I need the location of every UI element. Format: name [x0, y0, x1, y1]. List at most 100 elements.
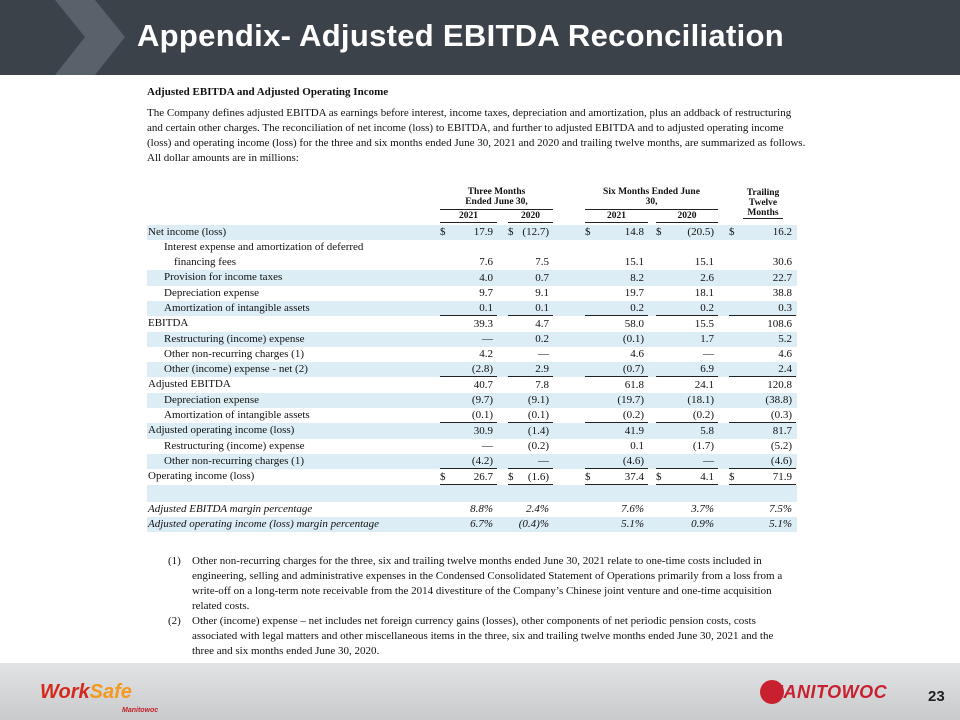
cell-value: (0.7) — [585, 362, 648, 378]
cell-value: 0.2 — [535, 332, 549, 345]
cell-value: 0.7 — [535, 271, 549, 284]
cell-value: (18.1) — [687, 394, 714, 406]
footnote: (1) Other non-recurring charges for the t… — [168, 554, 798, 614]
cell-value: (12.7) — [522, 226, 549, 239]
cell-value: — — [508, 454, 553, 470]
footnotes: (1) Other non-recurring charges for the t… — [168, 554, 798, 659]
cell-value: (0.4)% — [518, 518, 549, 531]
row-label: Operating income (loss) — [148, 470, 255, 483]
cell-value: (0.1) — [622, 332, 644, 345]
cell-value: (9.7) — [471, 394, 493, 406]
cell-value: 0.1 — [630, 439, 644, 452]
cell-value: 7.5 — [535, 256, 549, 269]
cell-value: 30.9 — [473, 424, 493, 437]
cell-value: 2.4 — [729, 362, 796, 378]
cell-value: 7.8 — [535, 378, 549, 391]
cell-value: 1.7 — [700, 332, 714, 345]
logo-text: Safe — [89, 681, 132, 703]
cell-value: 0.9% — [691, 518, 714, 531]
cell-value: 4.7 — [535, 317, 549, 330]
worksafe-logo: WorkSafe — [40, 681, 132, 704]
currency-symbol: $ — [729, 470, 735, 483]
currency-symbol: $ — [585, 226, 591, 239]
row-label: Depreciation expense — [164, 286, 259, 299]
logo-circle — [760, 680, 784, 704]
brand-name: Manitowoc — [768, 682, 888, 702]
cell-value: (1.4) — [527, 424, 549, 437]
intro-paragraph: The Company defines adjusted EBITDA as e… — [147, 107, 806, 164]
row-label: Provision for income taxes — [164, 271, 283, 284]
cell-value: (4.6) — [585, 454, 648, 470]
footnote-marker: (1) — [168, 555, 181, 567]
cell-value: 38.8 — [772, 286, 792, 299]
cell-value: — — [538, 348, 549, 361]
footnote: (2) Other (income) expense – net includes… — [168, 614, 798, 659]
cell-value: (4.2) — [440, 454, 497, 470]
column-year-header: 2020 — [508, 210, 553, 223]
column-year-header: 2020 — [656, 210, 718, 223]
cell-value: (0.1) — [440, 408, 497, 424]
row-shading — [147, 270, 797, 286]
cell-value: — — [703, 348, 714, 361]
row-label: Restructuring (income) expense — [164, 332, 305, 345]
logo-subtext: Manitowoc — [122, 707, 159, 714]
section-heading: Adjusted EBITDA and Adjusted Operating I… — [147, 86, 389, 98]
cell-value: (20.5) — [687, 226, 714, 239]
cell-value: 30.6 — [772, 256, 792, 269]
row-shading — [147, 516, 797, 533]
cell-value: 39.3 — [473, 317, 493, 330]
cell-value: — — [482, 439, 493, 452]
cell-value: 15.1 — [694, 256, 714, 269]
logo-text: Work — [40, 681, 90, 703]
cell-value: 2.4% — [526, 502, 549, 515]
cell-value: 5.8 — [700, 424, 714, 437]
cell-value: (1.7) — [692, 439, 714, 452]
cell-value: 5.1% — [621, 518, 644, 531]
row-label: Amortization of intangible assets — [164, 409, 310, 421]
cell-value: (4.6) — [729, 454, 796, 470]
column-group-header: Three Months Ended June 30, — [440, 187, 553, 210]
slide-title: Appendix- Adjusted EBITDA Reconciliation — [137, 18, 784, 53]
currency-symbol: $ — [729, 226, 735, 239]
row-label: Other (income) expense - net (2) — [164, 363, 308, 376]
currency-symbol: $ — [440, 470, 446, 483]
cell-value: 40.7 — [473, 378, 493, 391]
cell-value: (9.1) — [527, 394, 549, 406]
column-year-header: 2021 — [585, 210, 648, 223]
cell-value: 18.1 — [694, 286, 714, 299]
cell-value: 4.6 — [778, 348, 792, 361]
cell-value: 108.6 — [767, 317, 792, 330]
cell-value: 5.1% — [769, 518, 792, 531]
footnote-text: Other non-recurring charges for the thre… — [192, 555, 783, 612]
row-label: Depreciation expense — [164, 393, 259, 406]
row-shading — [147, 331, 797, 347]
header-bar: Appendix- Adjusted EBITDA Reconciliation — [0, 0, 960, 75]
cell-value: 8.2 — [630, 271, 644, 284]
cell-value: (0.2) — [527, 439, 549, 452]
reconciliation-table: Three Months Ended June 30, Six Months En… — [147, 187, 797, 533]
cell-value: 120.8 — [767, 378, 792, 391]
cell-value: 4.6 — [630, 348, 644, 361]
row-shading — [147, 423, 797, 439]
currency-symbol: $ — [440, 226, 446, 239]
cell-value: 24.1 — [694, 378, 714, 391]
cell-value: 4.2 — [479, 348, 493, 361]
row-shading — [147, 392, 797, 408]
cell-value: 7.6 — [479, 256, 493, 269]
cell-value: 0.1 — [508, 301, 553, 317]
cell-value: 7.5% — [769, 502, 792, 515]
cell-value: (38.8) — [765, 394, 792, 406]
cell-value: 0.1 — [440, 301, 497, 317]
cell-value: 6.7% — [470, 518, 493, 531]
footnote-text: Other (income) expense – net includes ne… — [192, 615, 774, 657]
row-label: EBITDA — [148, 317, 189, 330]
column-group-header: Trailing Twelve Months — [743, 188, 783, 219]
cell-value: (0.1) — [508, 408, 553, 424]
row-label: Restructuring (income) expense — [164, 439, 305, 452]
cell-value: 2.9 — [508, 362, 553, 378]
row-label: Other non-recurring charges (1) — [164, 454, 304, 467]
cell-value: 9.1 — [535, 286, 549, 299]
cell-value: 8.8% — [470, 502, 493, 515]
